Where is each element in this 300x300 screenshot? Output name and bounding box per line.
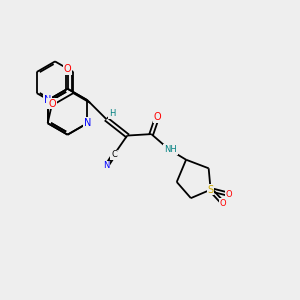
Text: N: N <box>103 161 110 170</box>
Text: C: C <box>111 150 117 159</box>
Text: O: O <box>225 190 232 199</box>
Text: O: O <box>48 99 56 109</box>
Text: H: H <box>109 109 115 118</box>
Text: S: S <box>208 185 214 195</box>
Text: N: N <box>84 118 91 128</box>
Text: NH: NH <box>164 145 177 154</box>
Text: O: O <box>153 112 161 122</box>
Text: O: O <box>220 199 226 208</box>
Text: O: O <box>64 64 71 74</box>
Text: N: N <box>44 95 51 105</box>
